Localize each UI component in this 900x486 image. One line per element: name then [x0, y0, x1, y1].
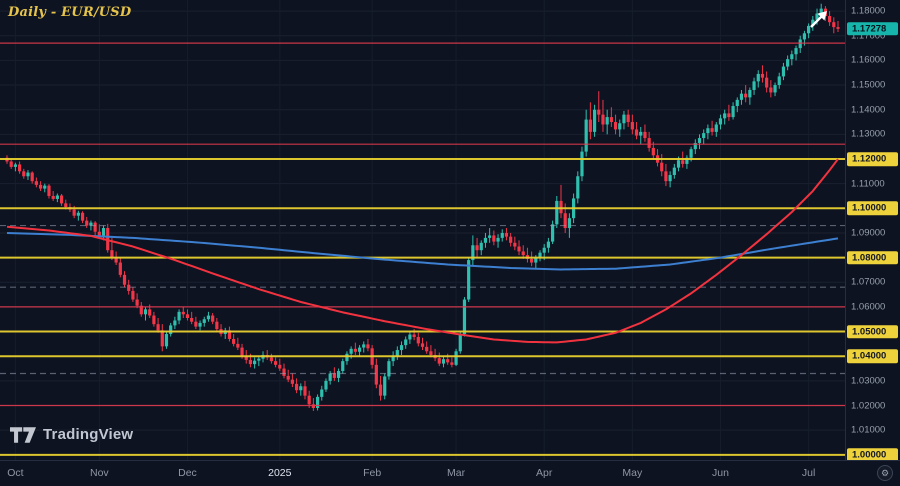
tradingview-logo-icon	[10, 426, 36, 443]
time-label: Jul	[801, 467, 816, 479]
candlestick-chart[interactable]	[0, 0, 845, 460]
price-tick: 1.13000	[851, 128, 886, 140]
chart-title: Daily - EUR/USD	[8, 5, 132, 20]
price-tick: 1.02000	[851, 399, 886, 411]
time-label: Nov	[89, 467, 109, 479]
time-label: Apr	[536, 467, 553, 479]
tradingview-logo[interactable]: TradingView	[10, 426, 133, 443]
time-label: Feb	[363, 467, 382, 479]
price-tick: 1.07000	[851, 276, 886, 288]
price-tick: 1.06000	[851, 301, 886, 313]
time-label: May	[622, 467, 643, 479]
gear-icon: ⚙	[880, 468, 890, 478]
time-label: Mar	[447, 467, 466, 479]
price-tick: 1.11000	[851, 177, 885, 189]
price-tick: 1.09000	[851, 227, 886, 239]
price-tick: 1.15000	[851, 79, 886, 91]
price-axis[interactable]: 1.180001.170001.160001.150001.140001.130…	[845, 0, 900, 462]
price-tick: 1.12000	[847, 152, 898, 166]
price-tick: 1.08000	[847, 250, 898, 265]
current-price-label: 1.17278	[847, 22, 898, 36]
axis-settings-button[interactable]: ⚙	[877, 465, 893, 481]
price-tick: 1.04000	[847, 349, 898, 363]
chart-canvas[interactable]: Daily - EUR/USD TradingView	[0, 0, 845, 460]
price-tick: 1.18000	[851, 5, 886, 17]
price-tick: 1.14000	[851, 103, 886, 115]
cursor-arrow-icon	[810, 11, 827, 28]
price-tick: 1.05000	[847, 324, 898, 339]
time-label: Oct	[7, 467, 24, 479]
price-tick: 1.01000	[851, 424, 886, 436]
price-tick: 1.00000	[847, 448, 898, 462]
time-label: Jun	[712, 467, 729, 479]
price-tick: 1.10000	[847, 201, 898, 216]
price-tick: 1.16000	[851, 54, 886, 66]
price-tick: 1.03000	[851, 375, 886, 387]
time-label: 2025	[268, 467, 292, 479]
tradingview-logo-text: TradingView	[43, 426, 134, 443]
time-label: Dec	[178, 467, 197, 479]
time-axis[interactable]: Oct Nov Dec 2025 Feb Mar Apr May Jun Jul	[0, 460, 900, 486]
